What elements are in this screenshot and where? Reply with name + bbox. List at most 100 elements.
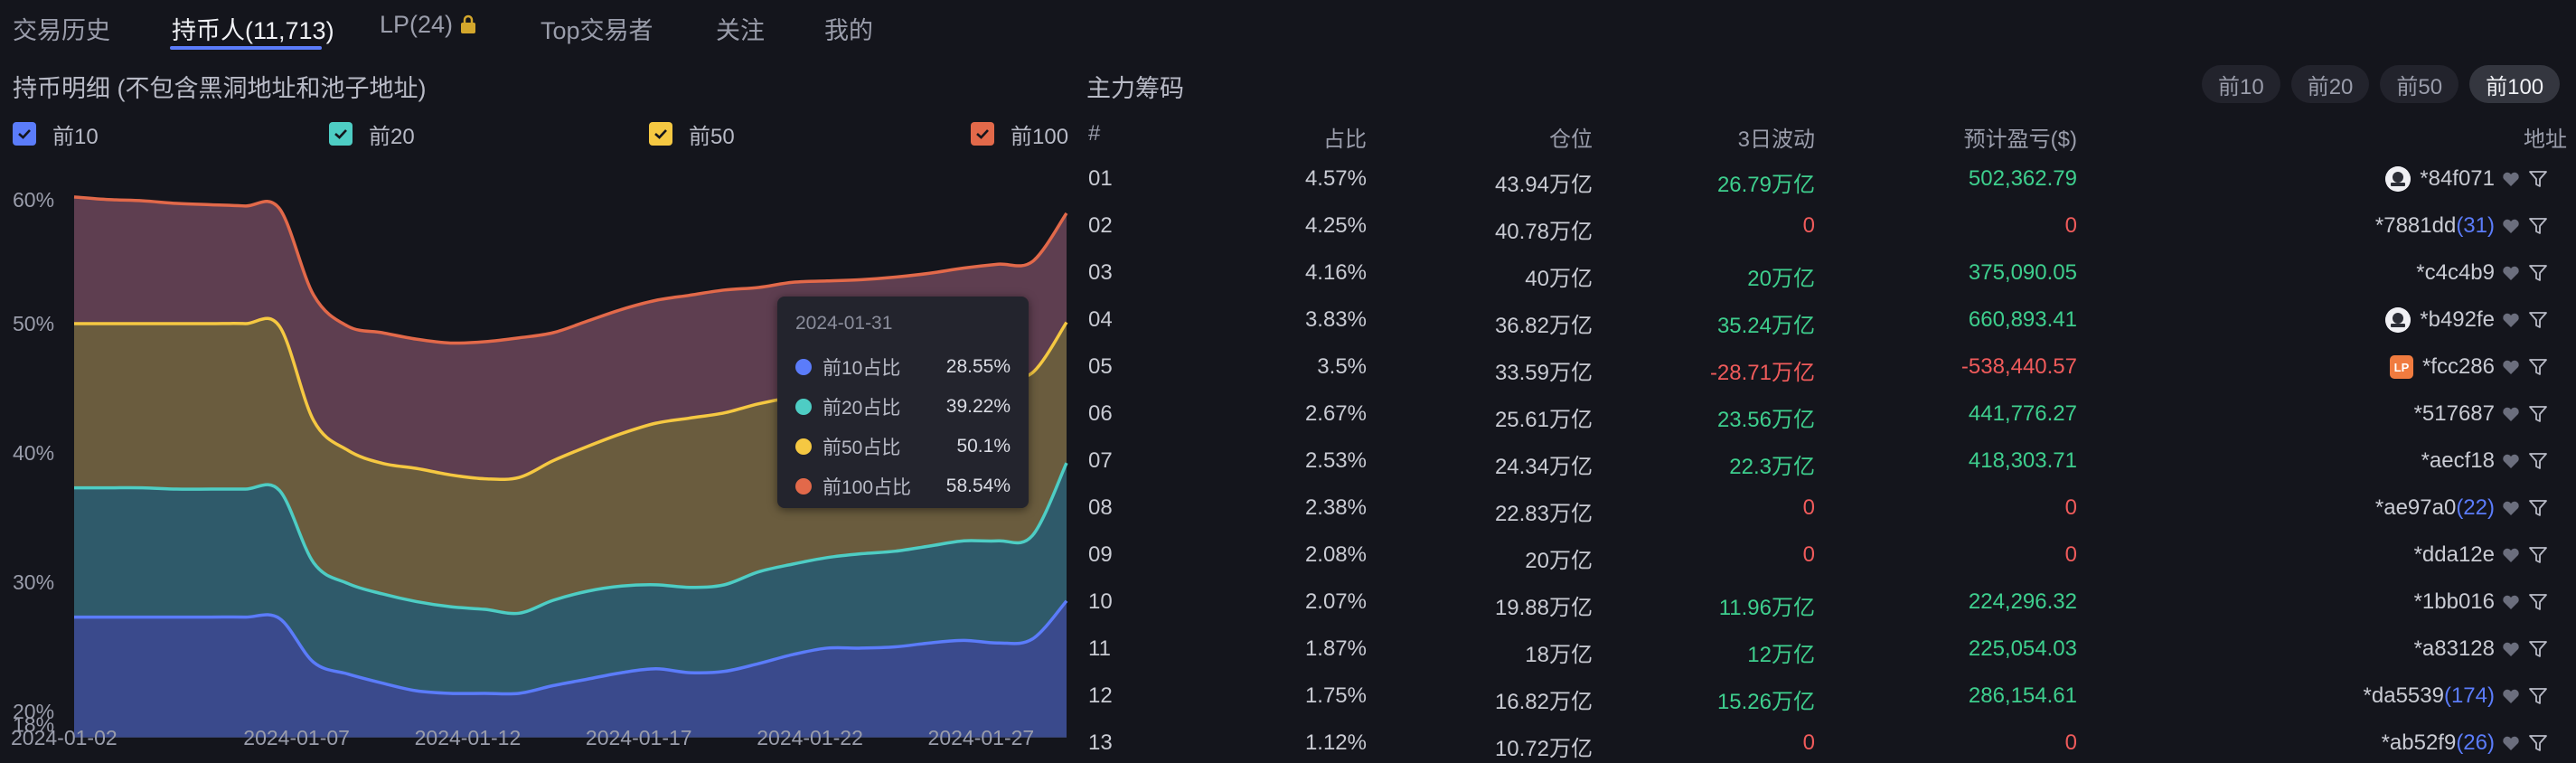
filter-icon[interactable] [2527,168,2549,190]
tx-count[interactable]: (26) [2456,730,2495,755]
rank: 11 [1088,636,1111,661]
address-link[interactable]: *b492fe [2420,307,2495,333]
heart-icon[interactable] [2500,356,2522,378]
col-3d-change[interactable]: 3日波动 [1737,127,1815,152]
col-position[interactable]: 仓位 [1549,127,1593,152]
position: 40万亿 [1525,267,1593,291]
address-link[interactable]: *1bb016 [2414,589,2495,615]
legend-item-2[interactable]: 前20 [329,119,415,149]
legend-item-4[interactable]: 前100 [971,119,1068,149]
tx-count[interactable]: (31) [2456,213,2495,238]
address-link[interactable]: *c4c4b9 [2416,260,2495,286]
filter-icon[interactable] [2527,215,2549,237]
position: 16.82万亿 [1494,690,1593,714]
table-row[interactable]: 07 2.53% 24.34万亿 22.3万亿 418,303.71 *aecf18 [1086,438,2576,485]
heart-icon[interactable] [2500,215,2522,237]
filter-icon[interactable] [2527,732,2549,754]
tab-watchlist[interactable]: 关注 [716,17,765,44]
heart-icon[interactable] [2500,262,2522,284]
table-row[interactable]: 13 1.12% 10.72万亿 0 0 *ab52f9(26) [1086,720,2576,763]
filter-icon[interactable] [2527,309,2549,331]
table-row[interactable]: 03 4.16% 40万亿 20万亿 375,090.05 *c4c4b9 [1086,250,2576,297]
table-row[interactable]: 06 2.67% 25.61万亿 23.56万亿 441,776.27 *517687 [1086,391,2576,438]
heart-icon[interactable] [2500,544,2522,566]
address-link[interactable]: *ae97a0(22) [2375,495,2495,521]
heart-icon[interactable] [2500,309,2522,331]
percent: 1.75% [1304,683,1367,708]
tab-holders[interactable]: 持币人(11,713) [172,17,334,44]
rank: 08 [1088,495,1113,520]
checkbox-icon[interactable] [13,122,36,146]
heart-icon[interactable] [2500,450,2522,472]
filter-icon[interactable] [2527,591,2549,613]
address-link[interactable]: *a83128 [2414,636,2495,662]
filter-icon[interactable] [2527,544,2549,566]
top-tabs: 交易历史 持币人(11,713) LP(24) Top交易者 关注 我的 [0,0,1048,54]
rank: 10 [1088,589,1113,614]
table-row[interactable]: 04 3.83% 36.82万亿 35.24万亿 660,893.41 *b492fe [1086,297,2576,344]
filter-icon[interactable] [2527,685,2549,707]
table-row[interactable]: 01 4.57% 43.94万亿 26.79万亿 502,362.79 *84f071 [1086,155,2576,203]
address-link[interactable]: *dda12e [2414,542,2495,568]
position: 36.82万亿 [1494,314,1593,338]
range-button-2[interactable]: 前20 [2290,65,2370,103]
filter-icon[interactable] [2527,403,2549,425]
table-row[interactable]: 12 1.75% 16.82万亿 15.26万亿 286,154.61 *da5539(1… [1086,673,2576,720]
address-cell: *517687 [2414,401,2549,427]
address-link[interactable]: *da5539(174) [2364,683,2495,709]
heart-icon[interactable] [2500,403,2522,425]
checkbox-icon[interactable] [649,122,672,146]
table-row[interactable]: 10 2.07% 19.88万亿 11.96万亿 224,296.32 *1bb016 [1086,579,2576,626]
filter-icon[interactable] [2527,497,2549,519]
checkbox-icon[interactable] [971,122,994,146]
table-row[interactable]: 05 3.5% 33.59万亿 -28.71万亿 -538,440.57 LP *fcc28… [1086,344,2576,391]
address-link[interactable]: *517687 [2414,401,2495,427]
estimated-pnl: 224,296.32 [1968,589,2077,614]
heart-icon[interactable] [2500,591,2522,613]
filter-icon[interactable] [2527,356,2549,378]
estimated-pnl: 225,054.03 [1968,636,2077,661]
table-row[interactable]: 11 1.87% 18万亿 12万亿 225,054.03 *a83128 [1086,626,2576,673]
heart-icon[interactable] [2500,497,2522,519]
range-button-4[interactable]: 前100 [2469,65,2561,103]
checkbox-icon[interactable] [329,122,353,146]
heart-icon[interactable] [2500,685,2522,707]
line-series-2 [74,462,1068,616]
series-dot [795,399,812,415]
filter-icon[interactable] [2527,450,2549,472]
three-day-change: 11.96万亿 [1718,596,1815,620]
tx-count[interactable]: (22) [2456,495,2495,520]
x-tick-label: 2024-01-02 [11,726,118,749]
address-link[interactable]: *aecf18 [2421,448,2495,474]
tab-top-traders[interactable]: Top交易者 [541,17,653,44]
tab-trade-history[interactable]: 交易历史 [13,17,110,44]
percent: 1.87% [1304,636,1367,661]
legend-item-3[interactable]: 前50 [649,119,735,149]
filter-icon[interactable] [2527,638,2549,660]
range-button-1[interactable]: 前10 [2202,65,2280,103]
heart-icon[interactable] [2500,638,2522,660]
tab-lp[interactable]: LP(24) [380,11,478,39]
table-row[interactable]: 08 2.38% 22.83万亿 0 0 *ae97a0(22) [1086,485,2576,532]
estimated-pnl: 286,154.61 [1968,683,2077,708]
legend-item-1[interactable]: 前10 [13,119,99,149]
address-link[interactable]: *ab52f9(26) [2382,730,2495,756]
rank: 01 [1088,166,1113,191]
address-text: *a83128 [2413,636,2495,661]
table-row[interactable]: 02 4.25% 40.78万亿 0 0 *7881dd(31) [1086,203,2576,250]
heart-icon[interactable] [2500,732,2522,754]
col-pnl[interactable]: 预计盈亏($) [1963,127,2077,152]
three-day-change: 23.56万亿 [1716,408,1815,432]
table-row[interactable]: 09 2.08% 20万亿 0 0 *dda12e [1086,532,2576,579]
filter-icon[interactable] [2527,262,2549,284]
col-percent[interactable]: 占比 [1323,127,1367,152]
address-link[interactable]: *7881dd(31) [2375,213,2495,239]
range-button-3[interactable]: 前50 [2380,65,2459,103]
three-day-change: 0 [1802,542,1815,567]
tx-count[interactable]: (174) [2443,683,2495,708]
address-link[interactable]: *fcc286 [2422,354,2495,380]
tab-mine[interactable]: 我的 [824,17,873,44]
address-link[interactable]: *84f071 [2420,166,2495,192]
heart-icon[interactable] [2500,168,2522,190]
tooltip-label: 前100占比 [823,477,912,498]
